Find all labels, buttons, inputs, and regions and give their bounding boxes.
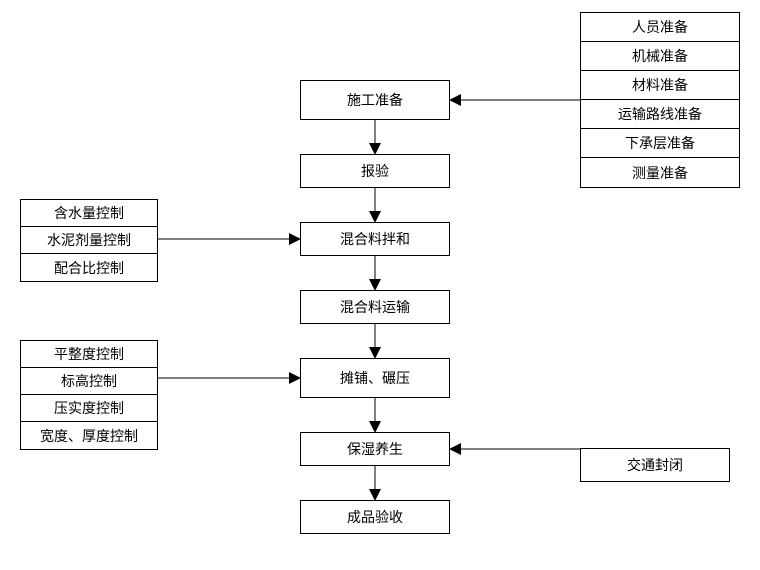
pave-control-row: 宽度、厚度控制: [21, 422, 157, 449]
traffic-close: 交通封闭: [580, 448, 730, 482]
mix-control-row: 含水量控制: [21, 200, 157, 227]
prep-input-row: 下承层准备: [581, 129, 739, 158]
pave-control-row: 压实度控制: [21, 395, 157, 422]
prep-input-row: 运输路线准备: [581, 100, 739, 129]
pave-control-stack: 平整度控制标高控制压实度控制宽度、厚度控制: [20, 340, 158, 450]
pave-control-row: 标高控制: [21, 368, 157, 395]
mix-control-row: 水泥剂量控制: [21, 227, 157, 254]
main-mix: 混合料拌和: [300, 222, 450, 256]
prep-input-row: 材料准备: [581, 71, 739, 100]
main-accept: 成品验收: [300, 500, 450, 534]
prep-input-row: 测量准备: [581, 158, 739, 187]
main-cure: 保湿养生: [300, 432, 450, 466]
main-prep: 施工准备: [300, 80, 450, 120]
mix-control-stack: 含水量控制水泥剂量控制配合比控制: [20, 199, 158, 282]
mix-control-row: 配合比控制: [21, 254, 157, 281]
prep-input-row: 机械准备: [581, 42, 739, 71]
main-pave: 摊铺、碾压: [300, 358, 450, 398]
main-trans: 混合料运输: [300, 290, 450, 324]
prep-input-stack: 人员准备机械准备材料准备运输路线准备下承层准备测量准备: [580, 12, 740, 188]
pave-control-row: 平整度控制: [21, 341, 157, 368]
prep-input-row: 人员准备: [581, 13, 739, 42]
flowchart-canvas: 施工准备报验混合料拌和混合料运输摊铺、碾压保湿养生成品验收 人员准备机械准备材料准…: [0, 0, 760, 570]
main-inspect: 报验: [300, 154, 450, 188]
